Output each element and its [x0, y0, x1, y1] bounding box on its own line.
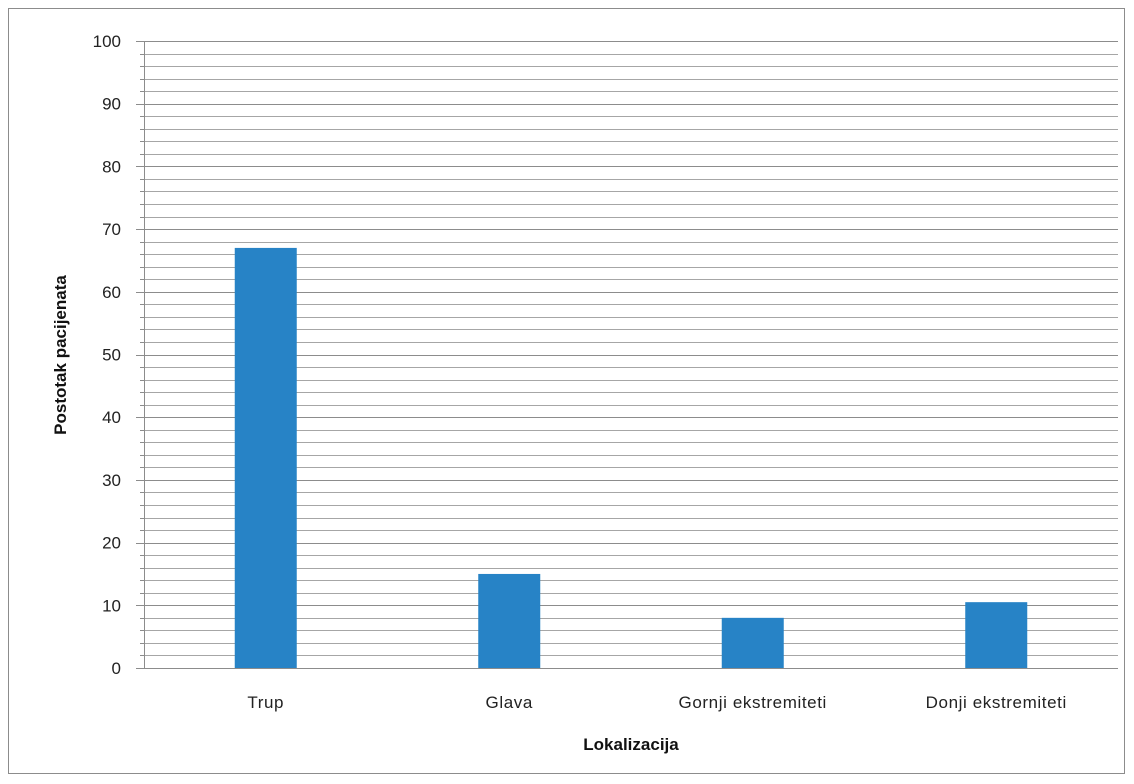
chart-frame — [8, 8, 1125, 774]
y-tick-label: 60 — [102, 283, 121, 302]
y-axis-title: Postotak pacijenata — [51, 275, 70, 435]
bar — [478, 573, 541, 668]
x-tick-label: Trup — [247, 693, 284, 712]
gridlines — [144, 41, 1118, 656]
y-tick-label: 80 — [102, 157, 121, 176]
y-tick-label: 30 — [102, 471, 121, 490]
x-tick-label: Glava — [486, 693, 533, 712]
x-tick-label: Donji ekstremiteti — [926, 693, 1067, 712]
y-tick-label: 90 — [102, 95, 121, 114]
y-tick-label: 50 — [102, 346, 121, 365]
x-axis-title: Lokalizacija — [583, 735, 679, 754]
x-tick-labels: Trup Glava Gornji ekstremiteti Donji ekstre… — [247, 693, 1066, 712]
y-tick-label: 100 — [93, 32, 121, 51]
axes — [136, 41, 1118, 669]
y-tick-label: 70 — [102, 220, 121, 239]
y-tick-labels: 0 10 20 30 40 50 60 70 80 90 100 — [93, 32, 121, 678]
y-tick-label: 40 — [102, 408, 121, 427]
bar — [721, 617, 784, 668]
y-tick-label: 20 — [102, 534, 121, 553]
bar — [234, 247, 297, 668]
bars — [234, 247, 1028, 668]
y-tick-label: 10 — [102, 596, 121, 615]
y-tick-label: 0 — [112, 659, 121, 678]
bar — [965, 602, 1028, 668]
x-tick-label: Gornji ekstremiteti — [679, 693, 827, 712]
